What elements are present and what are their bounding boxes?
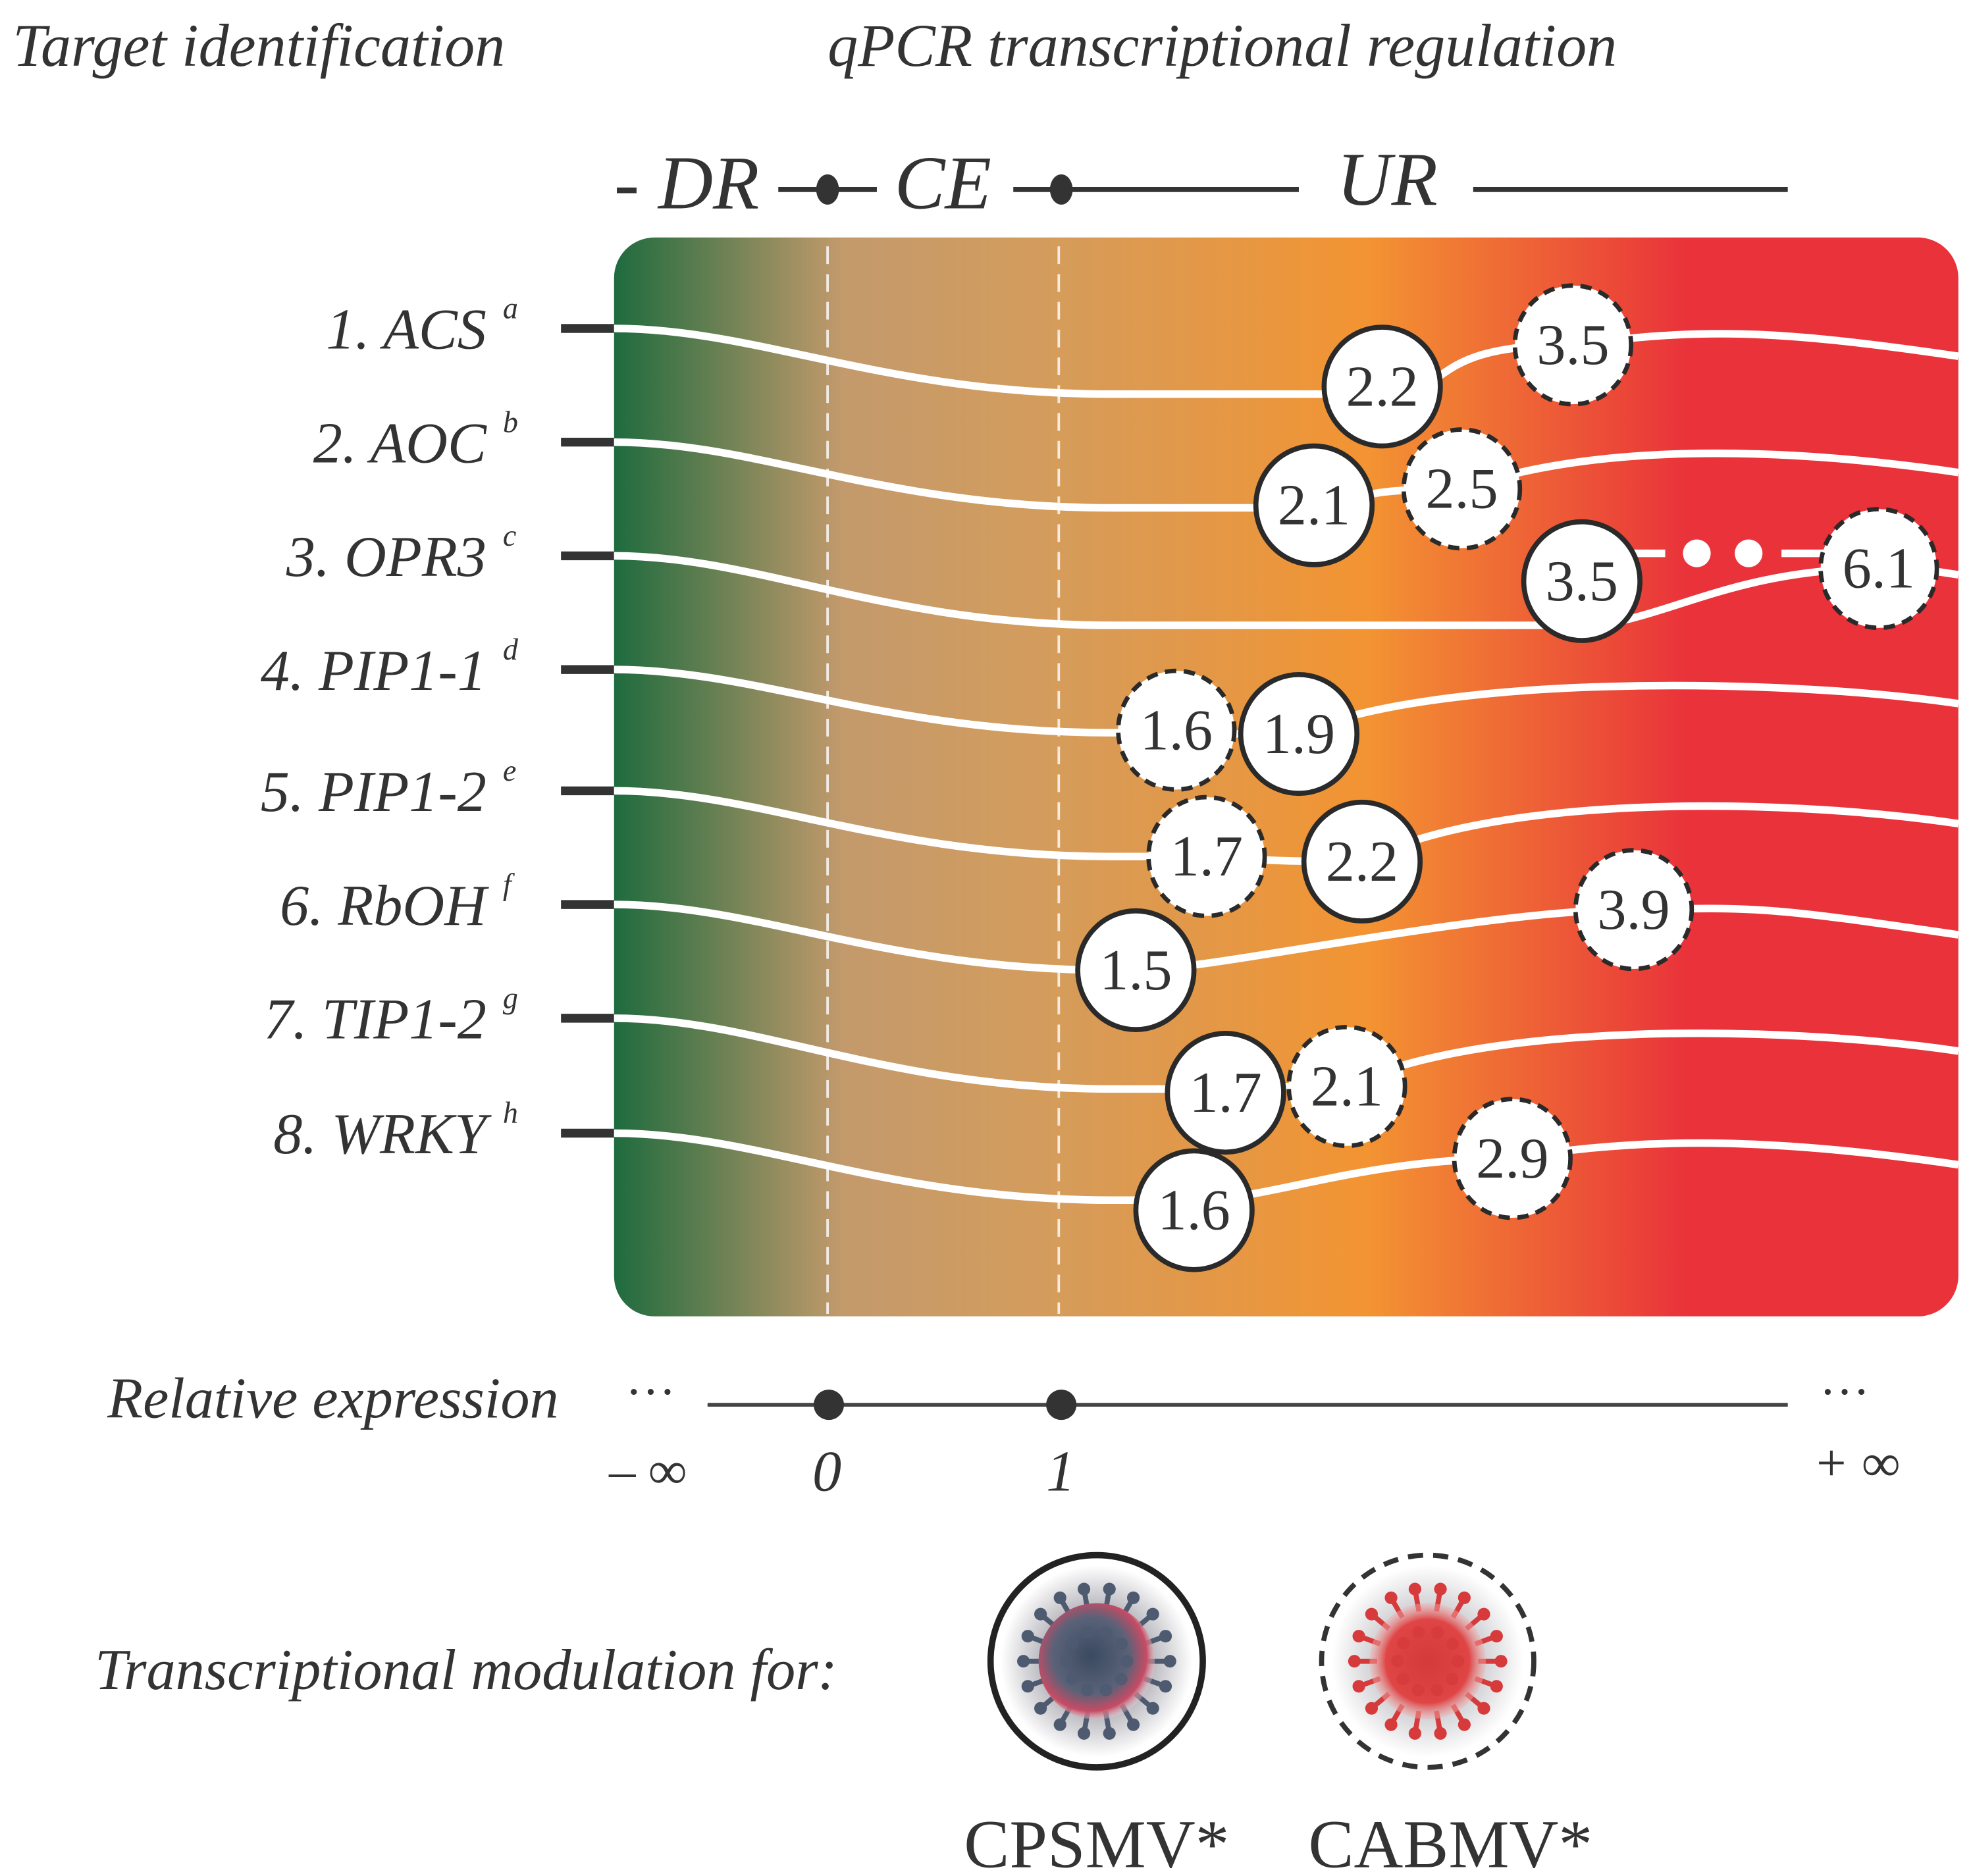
- axis-dot-0: [813, 1390, 845, 1420]
- legend-title: Transcriptional modulation for:: [95, 1638, 837, 1702]
- legend-cabmv: CABMV*: [1308, 1552, 1592, 1876]
- value-text: 1.9: [1263, 702, 1335, 766]
- value-text: 1.6: [1157, 1178, 1230, 1243]
- axis-ellipsis-right: ···: [1820, 1364, 1870, 1420]
- axis-title: Relative expression: [107, 1366, 558, 1430]
- gene-footnote: e: [503, 754, 516, 787]
- value-bubble-cpsmv: 1.5: [1075, 908, 1197, 1032]
- value-bubble-cabmv: 3.9: [1573, 848, 1695, 972]
- value-text: 2.1: [1278, 473, 1350, 538]
- value-bubble-cabmv: 2.9: [1452, 1097, 1573, 1220]
- header-qpcr: qPCR transcriptional regulation: [828, 12, 1617, 79]
- value-text: 1.5: [1099, 938, 1172, 1003]
- gene-footnote: d: [503, 633, 519, 666]
- value-bubble-cpsmv: 1.9: [1238, 672, 1360, 796]
- label-ur: UR: [1337, 137, 1438, 221]
- gene-footnote: b: [503, 405, 518, 438]
- gene-row: 7. TIP1-2 g 1.7 2.1: [264, 981, 1959, 1155]
- legend-cabmv-label: CABMV*: [1308, 1808, 1592, 1876]
- value-bubble-cpsmv: 2.1: [1253, 443, 1375, 567]
- value-text: 3.5: [1537, 313, 1609, 377]
- value-bubble-cpsmv: 3.5: [1521, 519, 1643, 643]
- value-text: 1.7: [1170, 824, 1243, 889]
- value-bubble-cabmv: 1.7: [1146, 795, 1267, 918]
- value-bubble-cabmv: 2.5: [1401, 427, 1523, 551]
- value-text: 3.5: [1546, 549, 1618, 613]
- axis-dot-1: [1046, 1390, 1077, 1420]
- value-bubble-cpsmv: 2.2: [1321, 325, 1443, 449]
- value-bubble-cpsmv: 2.2: [1301, 799, 1423, 924]
- tick-pos-inf: + ∞: [1813, 1434, 1900, 1492]
- value-bubble-cabmv: 2.1: [1286, 1024, 1407, 1149]
- gene-label: 2. AOC: [313, 411, 487, 475]
- gene-row: 5. PIP1-2 e 1.7 2.2: [261, 754, 1959, 924]
- gene-footnote: h: [503, 1096, 518, 1130]
- value-bubble-cabmv: 6.1: [1818, 507, 1939, 631]
- gene-row: 4. PIP1-1 d 1.6 1.9: [261, 633, 1959, 796]
- gene-row: 3. OPR3 c 3.5 6.1: [286, 507, 1959, 643]
- gene-footnote: g: [503, 981, 518, 1015]
- value-text: 1.6: [1140, 698, 1213, 762]
- legend: Transcriptional modulation for: CPSMV* C…: [95, 1551, 1592, 1876]
- gene-label: 5. PIP1-2: [261, 760, 486, 824]
- header-target-identification: Target identification: [13, 12, 505, 79]
- gene-row: 8. WRKY h 1.6 2.9: [273, 1096, 1959, 1272]
- value-text: 2.1: [1311, 1055, 1383, 1119]
- value-bubble-cabmv: 3.5: [1512, 283, 1634, 407]
- top-scale: - DR CE UR: [614, 137, 1788, 225]
- legend-cpsmv-label: CPSMV*: [964, 1808, 1229, 1876]
- label-dr: - DR: [614, 141, 760, 225]
- gene-footnote: c: [503, 519, 516, 552]
- value-bubble-cabmv: 1.6: [1116, 668, 1237, 792]
- gene-row: 1. ACS a 2.2 3.5: [326, 283, 1959, 449]
- tick-1: 1: [1046, 1440, 1075, 1504]
- gene-rows: 1. ACS a 2.2 3.5 2. AOC b 2.1 2.5 3. OPR3 c 3.5 6.1…: [261, 283, 1959, 1272]
- tick-0: 0: [812, 1440, 841, 1504]
- expression-curve: [614, 1129, 1959, 1204]
- gene-label: 3. OPR3: [286, 525, 486, 589]
- gene-footnote: f: [503, 868, 515, 901]
- tick-neg-inf: – ∞: [608, 1442, 687, 1500]
- gene-label: 8. WRKY: [273, 1102, 492, 1166]
- value-text: 2.9: [1476, 1126, 1548, 1191]
- value-text: 3.9: [1597, 877, 1669, 942]
- gene-label: 6. RbOH: [280, 873, 489, 938]
- scale-dot-1: [1049, 174, 1073, 205]
- value-text: 2.5: [1425, 457, 1498, 521]
- expression-curve: [614, 900, 1959, 974]
- continuation-dot: [1735, 539, 1763, 567]
- legend-cpsmv: CPSMV*: [964, 1551, 1229, 1876]
- label-ce: CE: [895, 141, 991, 225]
- gene-label: 1. ACS: [326, 298, 486, 362]
- value-text: 1.7: [1189, 1060, 1261, 1125]
- value-text: 2.2: [1326, 829, 1398, 894]
- virus-cpsmv-icon: [1016, 1582, 1176, 1740]
- gene-row: 6. RbOH f 1.5 3.9: [280, 848, 1959, 1032]
- scale-dot-0: [816, 174, 839, 205]
- value-text: 2.2: [1346, 354, 1418, 419]
- value-bubble-cpsmv: 1.7: [1165, 1031, 1286, 1155]
- value-text: 6.1: [1843, 536, 1915, 601]
- value-bubble-cpsmv: 1.6: [1133, 1148, 1255, 1272]
- expression-curve: [614, 552, 1879, 629]
- axis-ellipsis-left: ···: [625, 1364, 676, 1420]
- bottom-axis: Relative expression ··· ··· – ∞ 0 1 + ∞: [107, 1364, 1900, 1504]
- gene-label: 4. PIP1-1: [261, 638, 486, 703]
- gene-row: 2. AOC b 2.1 2.5: [313, 405, 1959, 567]
- gene-label: 7. TIP1-2: [264, 987, 486, 1052]
- gene-footnote: a: [503, 292, 518, 325]
- virus-cabmv-icon: [1348, 1582, 1508, 1740]
- continuation-dot: [1683, 539, 1711, 567]
